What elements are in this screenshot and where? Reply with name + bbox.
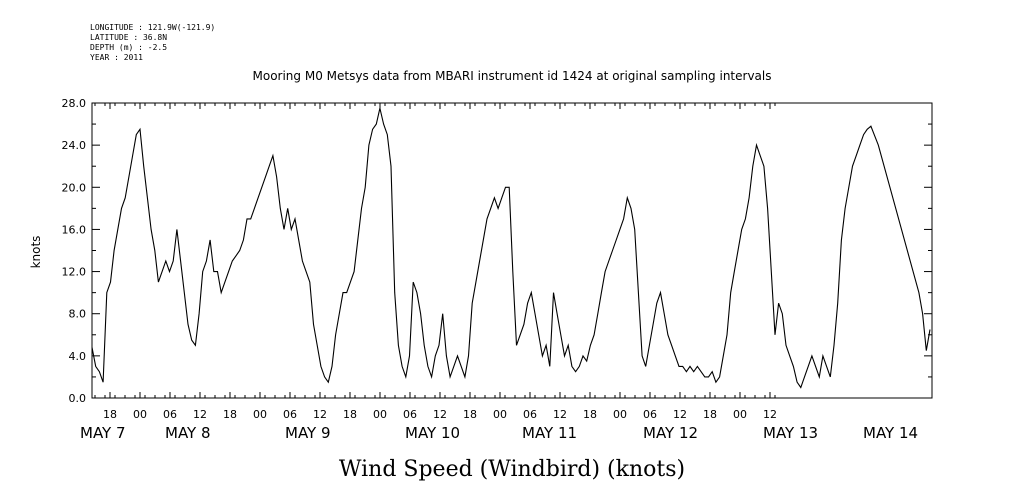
x-tick-label: 06: [163, 408, 177, 421]
x-tick-label: 12: [763, 408, 777, 421]
x-tick-label: 18: [703, 408, 717, 421]
x-tick-label: 12: [673, 408, 687, 421]
x-tick-label: 00: [613, 408, 627, 421]
chart-title: Mooring M0 Metsys data from MBARI instru…: [253, 69, 772, 83]
x-tick-label: 00: [493, 408, 507, 421]
day-label: MAY 14: [863, 424, 918, 442]
x-tick-label: 12: [553, 408, 567, 421]
day-label: MAY 10: [405, 424, 460, 442]
y-tick-label: 12.0: [62, 266, 87, 279]
x-tick-label: 00: [253, 408, 267, 421]
x-tick-label: 18: [223, 408, 237, 421]
day-label: MAY 13: [763, 424, 818, 442]
x-tick-label: 00: [133, 408, 147, 421]
x-tick-label: 18: [463, 408, 477, 421]
year-label: YEAR : 2011: [90, 53, 143, 62]
y-tick-label: 28.0: [62, 97, 87, 110]
day-labels: MAY 7 MAY 8 MAY 9 MAY 10 MAY 11 MAY 12 MAY 13 M…: [80, 424, 918, 442]
x-tick-label: 12: [313, 408, 327, 421]
x-tick-label: 06: [643, 408, 657, 421]
longitude-label: LONGITUDE : 121.9W(-121.9): [90, 23, 215, 32]
depth-label: DEPTH (m) : -2.5: [90, 43, 167, 52]
day-label: MAY 9: [285, 424, 331, 442]
y-tick-label: 8.0: [69, 308, 87, 321]
x-tick-label: 18: [583, 408, 597, 421]
y-axis: 0.0 4.0 8.0 12.0 16.0 20.0 24.0 28.0: [62, 97, 932, 405]
x-axis: 18 00 06 12 18 00 06 12 18 00 06 12 18 00 06 12 18 00 06 12…: [94, 103, 777, 421]
day-label: MAY 8: [165, 424, 211, 442]
x-tick-label: 18: [343, 408, 357, 421]
y-axis-label: knots: [29, 236, 43, 269]
day-label: MAY 7: [80, 424, 126, 442]
x-tick-label: 18: [103, 408, 117, 421]
x-tick-label: 12: [433, 408, 447, 421]
x-tick-label: 06: [523, 408, 537, 421]
x-tick-label: 00: [373, 408, 387, 421]
x-axis-label: Wind Speed (Windbird) (knots): [339, 457, 685, 482]
y-tick-label: 20.0: [62, 181, 87, 194]
y-tick-label: 24.0: [62, 139, 87, 152]
x-tick-label: 12: [193, 408, 207, 421]
day-label: MAY 11: [522, 424, 577, 442]
y-tick-label: 0.0: [69, 392, 87, 405]
x-tick-label: 06: [403, 408, 417, 421]
x-tick-label: 06: [283, 408, 297, 421]
series-layer: [91, 108, 931, 389]
y-tick-label: 16.0: [62, 223, 87, 236]
day-label: MAY 12: [643, 424, 698, 442]
y-tick-label: 4.0: [69, 350, 87, 363]
wind-speed-series-line: [91, 108, 931, 389]
latitude-label: LATITUDE : 36.8N: [90, 33, 167, 42]
x-tick-label: 00: [733, 408, 747, 421]
